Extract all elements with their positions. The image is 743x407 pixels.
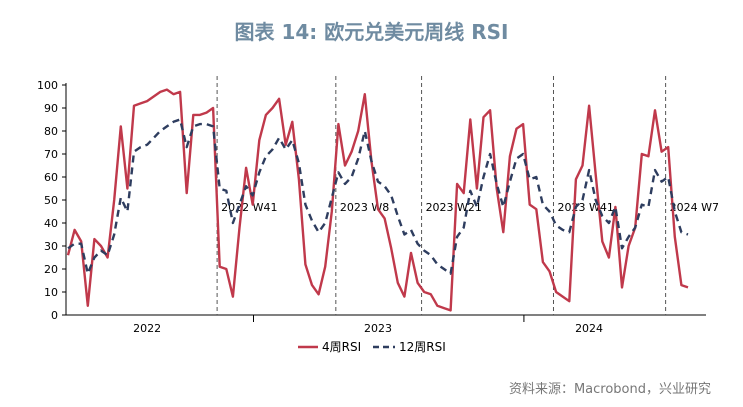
week-annotation: 2022 W41 (221, 201, 277, 214)
y-tick-label: 0 (51, 309, 58, 322)
y-tick-label: 80 (44, 125, 58, 138)
series-line-rsi4 (66, 88, 689, 312)
source-note: 资料来源：Macrobond，兴业研究 (508, 382, 711, 397)
week-annotation: 2024 W7 (670, 201, 719, 214)
week-annotation: 2023 W8 (340, 201, 389, 214)
x-tick-label: 2023 (364, 322, 392, 335)
series-line-rsi12 (67, 118, 689, 275)
chart-title: 图表 14: 欧元兑美元周线 RSI (234, 20, 509, 44)
x-tick-label: 2024 (575, 322, 603, 335)
y-tick-label: 10 (44, 286, 58, 299)
y-tick-label: 40 (44, 217, 58, 230)
week-annotation: 2023 W41 (557, 201, 613, 214)
y-tick-label: 30 (44, 240, 58, 253)
y-tick-label: 90 (44, 102, 58, 115)
y-tick-label: 60 (44, 171, 58, 184)
y-tick-label: 20 (44, 263, 58, 276)
y-tick-label: 50 (44, 194, 58, 207)
legend-label-rsi12: 12周RSI (399, 340, 446, 354)
legend-label-rsi4: 4周RSI (322, 340, 361, 354)
week-annotation: 2023 W21 (426, 201, 482, 214)
y-tick-label: 70 (44, 148, 58, 161)
x-tick-label: 2022 (133, 322, 161, 335)
y-tick-label: 100 (37, 79, 58, 92)
